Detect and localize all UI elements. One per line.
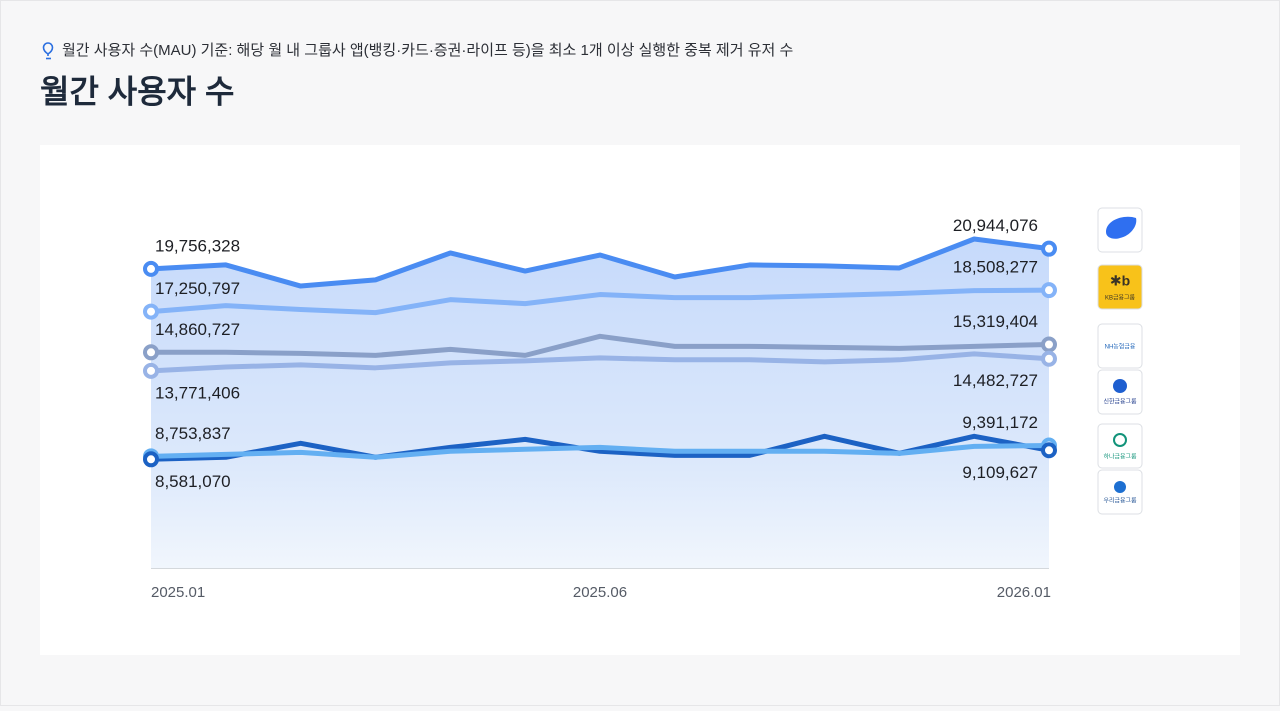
bulb-icon (42, 42, 54, 60)
endpoint (143, 344, 159, 361)
x-tick-label: 2025.06 (573, 584, 627, 601)
endpoint (1041, 350, 1057, 367)
endpoint (143, 260, 159, 277)
value-label: 14,860,727 (155, 320, 240, 339)
value-label: 14,482,727 (953, 371, 1038, 390)
endpoint (1041, 442, 1057, 459)
value-label: 17,250,797 (155, 279, 240, 298)
value-label: 9,109,627 (962, 463, 1038, 482)
legend-label: NH농협금융 (1105, 343, 1136, 351)
value-label: 9,391,172 (962, 413, 1038, 432)
legend-label: 신한금융그룹 (1103, 398, 1137, 406)
x-tick-label: 2025.01 (151, 584, 205, 601)
endpoint (1041, 282, 1057, 299)
logo-mark (1113, 433, 1127, 447)
value-label: 8,753,837 (155, 424, 231, 443)
endpoint (143, 451, 159, 468)
value-label: 20,944,076 (953, 216, 1038, 235)
endpoint (1041, 336, 1057, 353)
area (151, 239, 1049, 568)
value-label: 15,319,404 (953, 312, 1038, 331)
logo-mark (1106, 216, 1137, 239)
series-line (150, 236, 1050, 289)
series-line (150, 442, 1050, 460)
endpoint (1041, 240, 1057, 257)
logo-mark: ✱b (1110, 273, 1130, 289)
logo-mark (1113, 379, 1127, 393)
value-label: 19,756,328 (155, 236, 240, 255)
chart-title: 월간 사용자 수 (40, 73, 234, 109)
x-tick-label: 2026.01 (997, 584, 1051, 601)
series-line (150, 333, 1050, 358)
note: 월간 사용자 수(MAU) 기준: 해당 월 내 그룹사 앱(뱅킹·카드·증권·… (62, 42, 793, 59)
legend-logo (1097, 264, 1143, 310)
endpoint (143, 362, 159, 379)
series-line (150, 287, 1050, 316)
value-label: 13,771,406 (155, 383, 240, 402)
plot: 2025.01 2025.06 2026.01 19,756,328 20,944,07… (143, 216, 1057, 601)
value-label: 8,581,070 (155, 472, 231, 491)
endpoint (143, 303, 159, 320)
legend: ✱b KB금융그룹 NH농협금융 신한금융그룹 하나금융그룹 우리금융그룹 (1097, 207, 1143, 515)
value-label: 18,508,277 (953, 258, 1038, 277)
logo-mark (1114, 481, 1126, 493)
series-line (150, 351, 1050, 374)
legend-label: 우리금융그룹 (1103, 497, 1137, 505)
legend-label: 하나금융그룹 (1103, 453, 1137, 461)
legend-logo (1097, 323, 1143, 369)
legend-label: KB금융그룹 (1105, 295, 1136, 302)
